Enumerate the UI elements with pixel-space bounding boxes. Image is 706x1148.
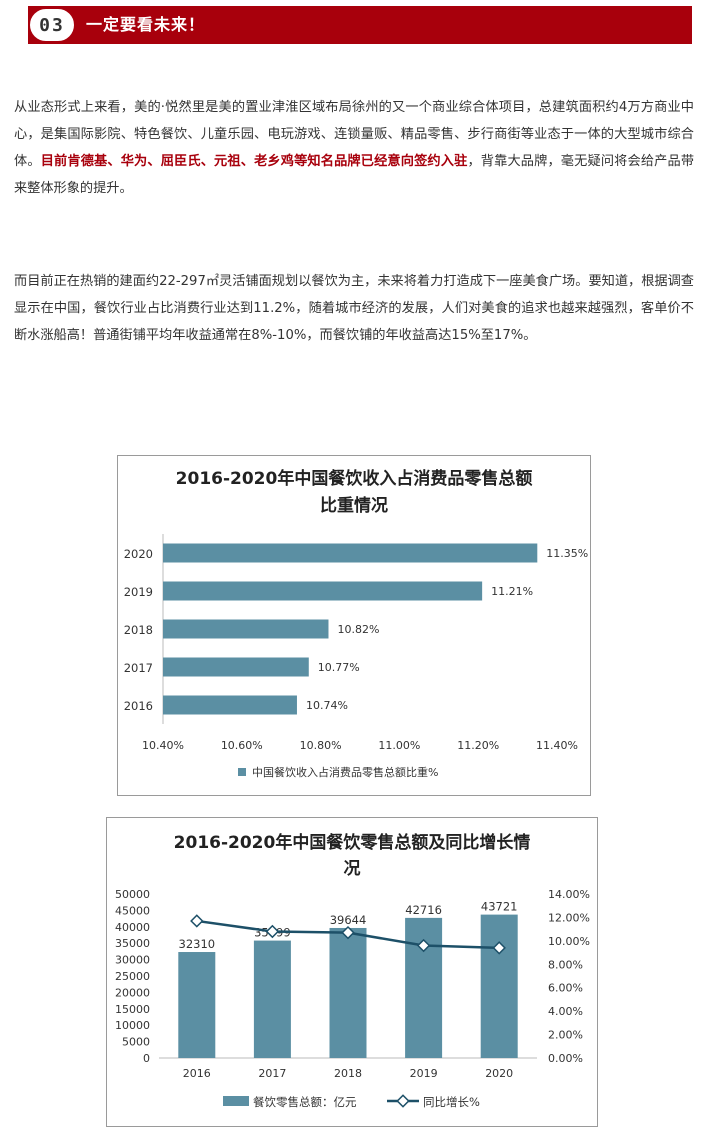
- chart-2-bar-value-label-2019: 42716: [405, 903, 442, 917]
- chart-2-title-line-1: 2016-2020年中国餐饮零售总额及同比增长情: [174, 832, 531, 853]
- chart-2-right-tick-label: 6.00%: [548, 982, 583, 995]
- paragraph-2: 而目前正在热销的建面约22-297㎡灵活铺面规划以餐饮为主，未来将着力打造成下一…: [14, 274, 694, 343]
- paragraph-1-text-a: 从业态形式上来看，美的·悦然里是美的置业津淮区域布局徐州的又一个商业综合体项目，…: [14, 100, 694, 169]
- chart-2-right-tick-label: 12.00%: [548, 911, 590, 924]
- chart-2-left-tick-label: 10000: [115, 1019, 150, 1032]
- chart-2-growth-marker-2017: [265, 924, 280, 939]
- chart-1-category-label-2019: 2019: [124, 585, 153, 599]
- chart-2-bar-2018: [329, 927, 367, 1058]
- chart-2-left-tick-label: 50000: [115, 888, 150, 901]
- chart-1-category-label-2018: 2018: [124, 623, 153, 637]
- chart-2-left-tick-label: 45000: [115, 904, 150, 917]
- chart-2-bar-value-label-2016: 32310: [179, 937, 216, 951]
- chart-1-bar-2016: [163, 695, 297, 715]
- chart-2-left-tick-label: 5000: [122, 1036, 150, 1049]
- chart-2-right-tick-label: 8.00%: [548, 958, 583, 971]
- chart-1-title-line-1: 2016-2020年中国餐饮收入占消费品零售总额: [176, 468, 533, 489]
- chart-2-bar-value-label-2018: 39644: [330, 913, 367, 927]
- chart-2-left-tick-label: 0: [143, 1052, 150, 1065]
- chart-1-bar-2017: [163, 657, 309, 677]
- chart-2-x-tick-label-2019: 2019: [410, 1067, 438, 1080]
- section-number-badge: 03: [29, 8, 75, 42]
- chart-1-x-tick-label: 10.40%: [142, 739, 184, 752]
- section-header-bar: [28, 6, 692, 44]
- chart-2-left-tick-label: 35000: [115, 937, 150, 950]
- chart-2-left-tick-label: 20000: [115, 986, 150, 999]
- chart-2-x-tick-label-2016: 2016: [183, 1067, 211, 1080]
- chart-2-left-tick-label: 15000: [115, 1003, 150, 1016]
- chart-1-legend-swatch: [238, 768, 246, 776]
- chart-1-category-label-2016: 2016: [124, 699, 153, 713]
- chart-1-bar-2020: [163, 543, 538, 563]
- chart-2-growth-marker-2016: [190, 914, 204, 928]
- chart-1-value-label-2018: 10.82%: [337, 623, 379, 636]
- chart-1-legend-label: 中国餐饮收入占消费品零售总额比重%: [252, 765, 438, 779]
- section-title: 一定要看未来！: [86, 15, 206, 34]
- chart-1-title-line-2: 比重情况: [320, 495, 388, 516]
- chart-1-bar-2019: [163, 581, 483, 601]
- chart-2-x-tick-label-2017: 2017: [258, 1067, 286, 1080]
- chart-2-title-line-2: 况: [344, 859, 361, 879]
- chart-1-value-label-2019: 11.21%: [491, 585, 533, 598]
- chart-1-value-label-2017: 10.77%: [318, 661, 360, 674]
- chart-2-right-tick-label: 10.00%: [548, 935, 590, 948]
- chart-1-frame: 2016-2020年中国餐饮收入占消费品零售总额 比重情况 2020 11.35% 20…: [117, 455, 591, 796]
- chart-2-x-tick-label-2018: 2018: [334, 1067, 362, 1080]
- chart-1-x-tick-label: 11.20%: [457, 739, 499, 752]
- paragraph-1-highlight: 目前肯德基、华为、屈臣氏、元祖、老乡鸡等知名品牌已经意向签约入驻: [40, 154, 468, 169]
- chart-1-category-label-2017: 2017: [124, 661, 153, 675]
- chart-2-right-tick-label: 0.00%: [548, 1052, 583, 1065]
- chart-2-legend-bar-label: 餐饮零售总额：亿元: [253, 1095, 357, 1109]
- chart-2-left-tick-label: 25000: [115, 970, 150, 983]
- chart-2-x-tick-label-2020: 2020: [485, 1067, 513, 1080]
- chart-2-bar-2017: [253, 940, 291, 1058]
- chart-2-legend-marker: [396, 1094, 410, 1108]
- chart-2-legend-line-label: 同比增长%: [423, 1095, 480, 1109]
- chart-1-value-label-2020: 11.35%: [546, 547, 588, 560]
- chart-2-frame: 2016-2020年中国餐饮零售总额及同比增长情况 0 5000 10000 15000…: [106, 817, 598, 1127]
- chart-2-growth-marker-2020: [492, 941, 506, 955]
- chart-1-x-tick-label: 11.40%: [536, 739, 578, 752]
- paragraph-1-text-b: ，背靠大品牌，毫无疑问将会给产品带来整体形象的提升。: [14, 154, 695, 196]
- chart-2-right-tick-label: 2.00%: [548, 1029, 583, 1042]
- chart-1-value-label-2016: 10.74%: [306, 699, 348, 712]
- chart-1-x-tick-label: 10.60%: [221, 739, 263, 752]
- chart-2-left-tick-label: 30000: [115, 954, 150, 967]
- chart-2-legend-bar-swatch: [223, 1096, 249, 1106]
- chart-2-bar-value-label-2020: 43721: [481, 900, 518, 914]
- chart-1-category-label-2020: 2020: [124, 547, 153, 561]
- chart-2-left-tick-label: 40000: [115, 921, 150, 934]
- chart-2-bar-2016: [178, 952, 216, 1058]
- chart-2-bar-2020: [480, 914, 518, 1058]
- chart-1-x-tick-label: 10.80%: [300, 739, 342, 752]
- chart-2-growth-marker-2018: [341, 925, 355, 940]
- chart-2-right-tick-label: 4.00%: [548, 1005, 583, 1018]
- chart-1-x-tick-label: 11.00%: [378, 739, 420, 752]
- chart-2-growth-marker-2019: [416, 938, 431, 953]
- paragraph-1: 从业态形式上来看，美的·悦然里是美的置业津淮区域布局徐州的又一个商业综合体项目，…: [14, 94, 694, 202]
- chart-1-bar-2018: [163, 619, 329, 639]
- chart-2-right-tick-label: 14.00%: [548, 888, 590, 901]
